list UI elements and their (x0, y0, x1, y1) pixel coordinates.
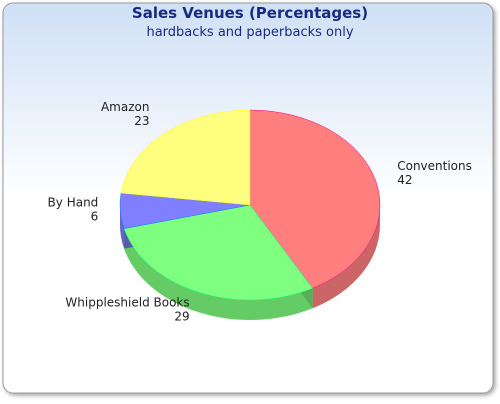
slice-value: 29 (174, 309, 189, 323)
slice (120, 109, 251, 206)
slice (123, 204, 314, 301)
slice-label: Conventions (397, 159, 472, 173)
slice-side-shade (124, 228, 313, 321)
slice-value: 42 (397, 173, 412, 187)
chart-title: Sales Venues (Percentages) (132, 4, 368, 22)
slice (249, 109, 381, 289)
slice-side-shade (312, 205, 380, 309)
chart-subtitle: hardbacks and paperbacks only (146, 25, 353, 40)
slice-side (120, 205, 125, 249)
slice-value: 23 (134, 114, 149, 128)
slice-side-shade (120, 205, 125, 249)
slice-side (312, 205, 380, 309)
slice-label: Amazon (101, 100, 150, 114)
slice-value: 6 (91, 209, 99, 223)
slice-label: Whippleshield Books (65, 295, 189, 309)
slice-side (124, 228, 313, 321)
slice-label: By Hand (48, 195, 99, 209)
pie-tops (119, 109, 381, 301)
